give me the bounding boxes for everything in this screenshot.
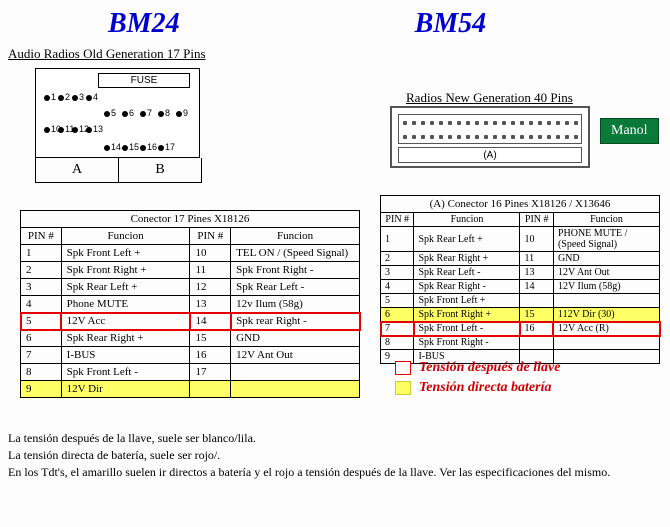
pin-3 xyxy=(72,95,78,101)
table-row: 6Spk Front Right +15112V Dir (30) xyxy=(381,308,660,322)
table-row: 1Spk Front Left +10TEL ON / (Speed Signa… xyxy=(21,245,360,262)
table-row: 6Spk Rear Right +15GND xyxy=(21,330,360,347)
table-row: 3Spk Rear Left +12Spk Rear Left - xyxy=(21,279,360,296)
table-bm24-caption: Conector 17 Pines X18126 xyxy=(20,210,360,227)
table-row: 5Spk Front Left + xyxy=(381,294,660,308)
table-row: 2Spk Rear Right +11GND xyxy=(381,252,660,266)
legend-swatch-red xyxy=(395,361,411,375)
pin-10 xyxy=(44,127,50,133)
pin-5 xyxy=(104,111,110,117)
table-bm54-caption: (A) Conector 16 Pines X18126 / X13646 xyxy=(380,195,660,212)
pin-7 xyxy=(140,111,146,117)
pin-13 xyxy=(86,127,92,133)
table-row: 512V Acc14Spk rear Right - xyxy=(21,313,360,330)
footer-notes: La tensión después de la llave, suele se… xyxy=(8,430,662,480)
title-bm24: BM24 xyxy=(108,8,180,40)
pin-4 xyxy=(86,95,92,101)
table-row: 1Spk Rear Left +10PHONE MUTE / (Speed Si… xyxy=(381,227,660,252)
table-bm54: (A) Conector 16 Pines X18126 / X13646 PI… xyxy=(380,195,660,364)
pin-2 xyxy=(58,95,64,101)
connector-bm24-diagram: FUSE 1234101112135678914151617 A B xyxy=(35,68,200,183)
legend-swatch-yellow xyxy=(395,381,411,395)
connector-bm54-diagram: (A) xyxy=(390,106,590,168)
manol-badge: Manol xyxy=(600,118,659,144)
connector-bm54-a-label: (A) xyxy=(398,147,582,163)
legend-yellow-text: Tensión directa batería xyxy=(419,380,552,396)
table-row: 7Spk Front Left -1612V Acc (R) xyxy=(381,322,660,336)
pin-1 xyxy=(44,95,50,101)
pin-8 xyxy=(158,111,164,117)
pin-14 xyxy=(104,145,110,151)
pin-9 xyxy=(176,111,182,117)
legend: Tensión después de llave Tensión directa… xyxy=(395,360,560,400)
title-bm54: BM54 xyxy=(415,8,487,40)
pin-11 xyxy=(58,127,64,133)
legend-red-text: Tensión después de llave xyxy=(419,360,560,376)
table-row: 8Spk Front Right - xyxy=(381,336,660,350)
pin-15 xyxy=(122,145,128,151)
table-row: 912V Dir xyxy=(21,381,360,398)
section-b: B xyxy=(118,158,202,183)
table-row: 3Spk Rear Left -1312V Ant Out xyxy=(381,266,660,280)
pin-17 xyxy=(158,145,164,151)
table-row: 2Spk Front Right +11Spk Front Right - xyxy=(21,262,360,279)
table-row: 8Spk Front Left -17 xyxy=(21,364,360,381)
fuse-label: FUSE xyxy=(98,73,190,88)
pin-6 xyxy=(122,111,128,117)
table-row: 7I-BUS1612V Ant Out xyxy=(21,347,360,364)
subtitle-bm24: Audio Radios Old Generation 17 Pins xyxy=(8,46,206,62)
section-a: A xyxy=(35,158,118,183)
pin-12 xyxy=(72,127,78,133)
pin-16 xyxy=(140,145,146,151)
table-bm24: Conector 17 Pines X18126 PIN #FuncionPIN… xyxy=(20,210,360,398)
subtitle-bm54: Radios New Generation 40 Pins xyxy=(406,90,573,106)
table-row: 4Spk Rear Right -1412V Ilum (58g) xyxy=(381,280,660,294)
table-row: 4Phone MUTE1312v Ilum (58g) xyxy=(21,296,360,313)
